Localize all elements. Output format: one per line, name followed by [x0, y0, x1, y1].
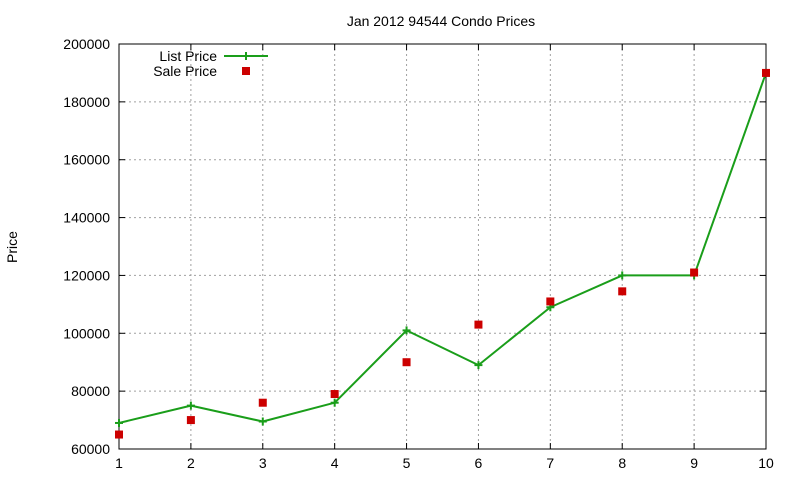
point-sale-price [690, 268, 699, 277]
legend-label-list-price: List Price [159, 48, 217, 64]
point-sale-price [618, 287, 627, 296]
grid [119, 44, 766, 449]
point-list-price [115, 418, 123, 427]
point-sale-price [186, 416, 195, 425]
point-sale-price [115, 430, 123, 439]
series-line-list-price [118, 72, 767, 424]
point-sale-price [258, 398, 267, 407]
legend-label-sale-price: Sale Price [153, 63, 217, 79]
x-tick-label: 7 [546, 455, 554, 471]
legend-plus-list-price [242, 52, 250, 60]
chart-title: Jan 2012 94544 Condo Prices [347, 13, 535, 29]
y-axis-label: Price [4, 231, 20, 263]
point-sale-price [402, 358, 411, 367]
point-sale-price [474, 320, 483, 329]
y-tick-label: 100000 [63, 325, 110, 341]
y-tick-labels: 60000 80000 100000 120000 140000 160000 180000… [63, 36, 110, 457]
x-tick-label: 10 [758, 455, 774, 471]
point-sale-price [762, 68, 770, 77]
y-tick-label: 80000 [71, 383, 110, 399]
x-tick-label: 2 [187, 455, 195, 471]
legend-marker-sale-price [242, 67, 250, 75]
y-tick-label: 200000 [63, 36, 110, 52]
x-tick-label: 8 [618, 455, 626, 471]
point-list-price [330, 398, 339, 407]
y-tick-label: 60000 [71, 441, 110, 457]
point-list-price [474, 361, 483, 370]
point-list-price [258, 417, 267, 426]
y-tick-label: 120000 [63, 267, 110, 283]
point-sale-price [330, 390, 339, 399]
x-tick-label: 5 [403, 455, 411, 471]
x-tick-labels: 1 2 3 4 5 6 7 8 9 10 [115, 455, 774, 471]
y-tick-label: 180000 [63, 94, 110, 110]
y-tick-label: 140000 [63, 210, 110, 226]
point-list-price [618, 271, 627, 280]
y-tick-label: 160000 [63, 152, 110, 168]
x-tick-label: 6 [475, 455, 483, 471]
point-sale-price [546, 297, 555, 306]
point-list-price [186, 401, 195, 410]
point-list-price [402, 326, 411, 335]
plot-frame [118, 43, 767, 450]
legend: List Price Sale Price [153, 48, 268, 79]
x-tick-label: 3 [259, 455, 267, 471]
axis-ticks [118, 43, 767, 450]
legend-marker-list-price [242, 52, 250, 60]
x-tick-label: 1 [115, 455, 123, 471]
x-tick-label: 4 [331, 455, 339, 471]
x-tick-label: 9 [690, 455, 698, 471]
series [115, 68, 770, 439]
